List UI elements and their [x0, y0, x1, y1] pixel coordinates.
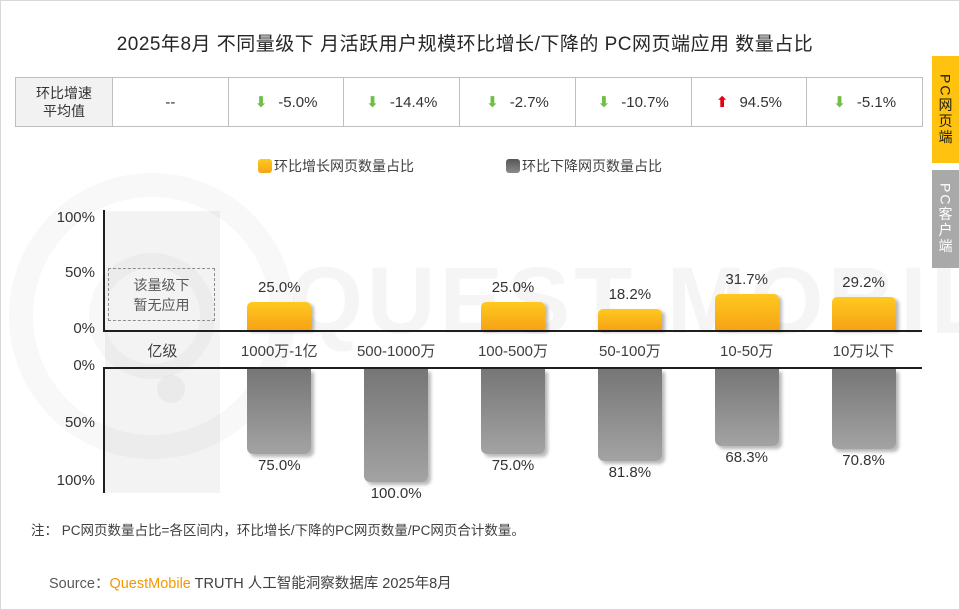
- decline-bar: [597, 369, 662, 461]
- page-title: 2025年8月 不同量级下 月活跃用户规模环比增长/下降的 PC网页端应用 数量…: [116, 34, 814, 55]
- source-line: Source：QuestMobile TRUTH 人工智能洞察数据库 2025年…: [49, 572, 452, 593]
- decline-bar: [247, 369, 312, 454]
- down-arrow-icon: ⬇: [597, 93, 611, 111]
- category-label: 50-100万: [598, 343, 661, 360]
- growth-bar: [597, 309, 662, 330]
- source-label: Source：: [49, 576, 110, 592]
- avg-growth-value: -14.4%: [389, 93, 438, 111]
- no-data-note-line1: 该量级下: [133, 276, 190, 293]
- y-tick-label: 100%: [56, 209, 95, 226]
- bottom-panel-y-axis: [103, 367, 105, 493]
- category-label: 10万以下: [832, 343, 895, 360]
- growth-bar: [831, 297, 896, 330]
- legend-label-growth: 环比增长网页数量占比: [274, 158, 414, 174]
- chart-legend: 环比增长网页数量占比 环比下降网页数量占比: [1, 156, 919, 176]
- avg-growth-value: 94.5%: [739, 93, 783, 111]
- category-label: 1000万-1亿: [240, 343, 318, 360]
- growth-value-label: 29.2%: [842, 274, 885, 291]
- avg-growth-value: -2.7%: [509, 93, 549, 111]
- tab-pc-web[interactable]: PC网页端: [932, 56, 959, 163]
- y-tick-label: 100%: [56, 472, 95, 489]
- decline-value-label: 100.0%: [370, 485, 422, 502]
- category-label: 500-1000万: [356, 343, 436, 360]
- growth-value-label: 25.0%: [491, 279, 535, 296]
- avg-growth-value: --: [165, 93, 176, 111]
- bottom-panel-topline: [104, 367, 922, 369]
- avg-growth-cell: ⬇ -5.1%: [806, 78, 922, 126]
- category-label: 亿级: [147, 343, 178, 360]
- category-label: 10-50万: [720, 343, 774, 360]
- avg-growth-value: -5.1%: [856, 93, 897, 111]
- avg-growth-value: -5.0%: [278, 93, 318, 111]
- growth-value-label: 18.2%: [608, 286, 652, 303]
- decline-value-label: 75.0%: [258, 457, 301, 474]
- footnote: 注： PC网页数量占比=各区间内，环比增长/下降的PC网页数量/PC网页合计数量…: [31, 523, 525, 538]
- avg-growth-header: 环比增速 平均值: [16, 78, 112, 126]
- avg-growth-header-line2: 平均值: [43, 103, 85, 119]
- decline-bar: [364, 369, 429, 482]
- decline-value-label: 70.8%: [842, 452, 885, 469]
- down-arrow-icon: ⬇: [486, 93, 499, 111]
- decline-bar: [714, 369, 779, 446]
- growth-value-label: 31.7%: [725, 271, 768, 288]
- avg-growth-value: -10.7%: [621, 93, 669, 111]
- down-arrow-icon: ⬇: [254, 93, 268, 111]
- avg-growth-cell: ⬆ 94.5%: [690, 78, 807, 126]
- growth-bar: [247, 302, 312, 330]
- source-brand: QuestMobile: [109, 576, 191, 592]
- tab-pc-client[interactable]: PC客户端: [932, 170, 959, 268]
- avg-growth-cell: ⬇ -14.4%: [343, 78, 459, 126]
- avg-growth-table: 环比增速 平均值 -- ⬇ -5.0% ⬇ -14.4% ⬇ -2.7% ⬇ -10.7% ⬆ 94…: [15, 77, 923, 127]
- y-tick-label: 50%: [64, 414, 95, 431]
- growth-bar: [714, 294, 779, 330]
- decline-value-label: 81.8%: [608, 464, 652, 481]
- avg-growth-cell: --: [112, 78, 228, 126]
- y-tick-label: 50%: [64, 264, 95, 281]
- category-label: 100-500万: [477, 343, 549, 360]
- avg-growth-cell: ⬇ -10.7%: [574, 78, 691, 126]
- avg-growth-cell: ⬇ -5.0%: [227, 78, 344, 126]
- y-tick-label: 0%: [73, 357, 95, 374]
- up-arrow-icon: ⬆: [715, 93, 729, 111]
- growth-value-label: 25.0%: [258, 279, 301, 296]
- top-panel-y-axis: [103, 210, 105, 332]
- avg-growth-header-line1: 环比增速: [36, 85, 92, 101]
- growth-bar: [481, 302, 545, 330]
- y-tick-label: 0%: [73, 320, 95, 337]
- avg-growth-cell: ⬇ -2.7%: [459, 78, 575, 126]
- down-arrow-icon: ⬇: [366, 93, 379, 111]
- legend-swatch-growth: [258, 159, 272, 173]
- legend-swatch-decline: [506, 159, 520, 173]
- decline-bar: [831, 369, 896, 449]
- legend-item-decline: 环比下降网页数量占比: [506, 156, 662, 176]
- legend-item-growth: 环比增长网页数量占比: [258, 156, 414, 176]
- no-data-note-box: 该量级下 暂无应用: [108, 268, 215, 321]
- top-panel-baseline: [104, 330, 922, 332]
- down-arrow-icon: ⬇: [833, 93, 846, 111]
- legend-label-decline: 环比下降网页数量占比: [522, 158, 662, 174]
- source-rest: TRUTH 人工智能洞察数据库 2025年8月: [190, 576, 452, 592]
- no-data-column-band: [105, 211, 220, 493]
- decline-bar: [481, 369, 545, 454]
- no-data-note-line2: 暂无应用: [133, 296, 190, 313]
- decline-value-label: 75.0%: [491, 457, 535, 474]
- decline-value-label: 68.3%: [725, 449, 768, 466]
